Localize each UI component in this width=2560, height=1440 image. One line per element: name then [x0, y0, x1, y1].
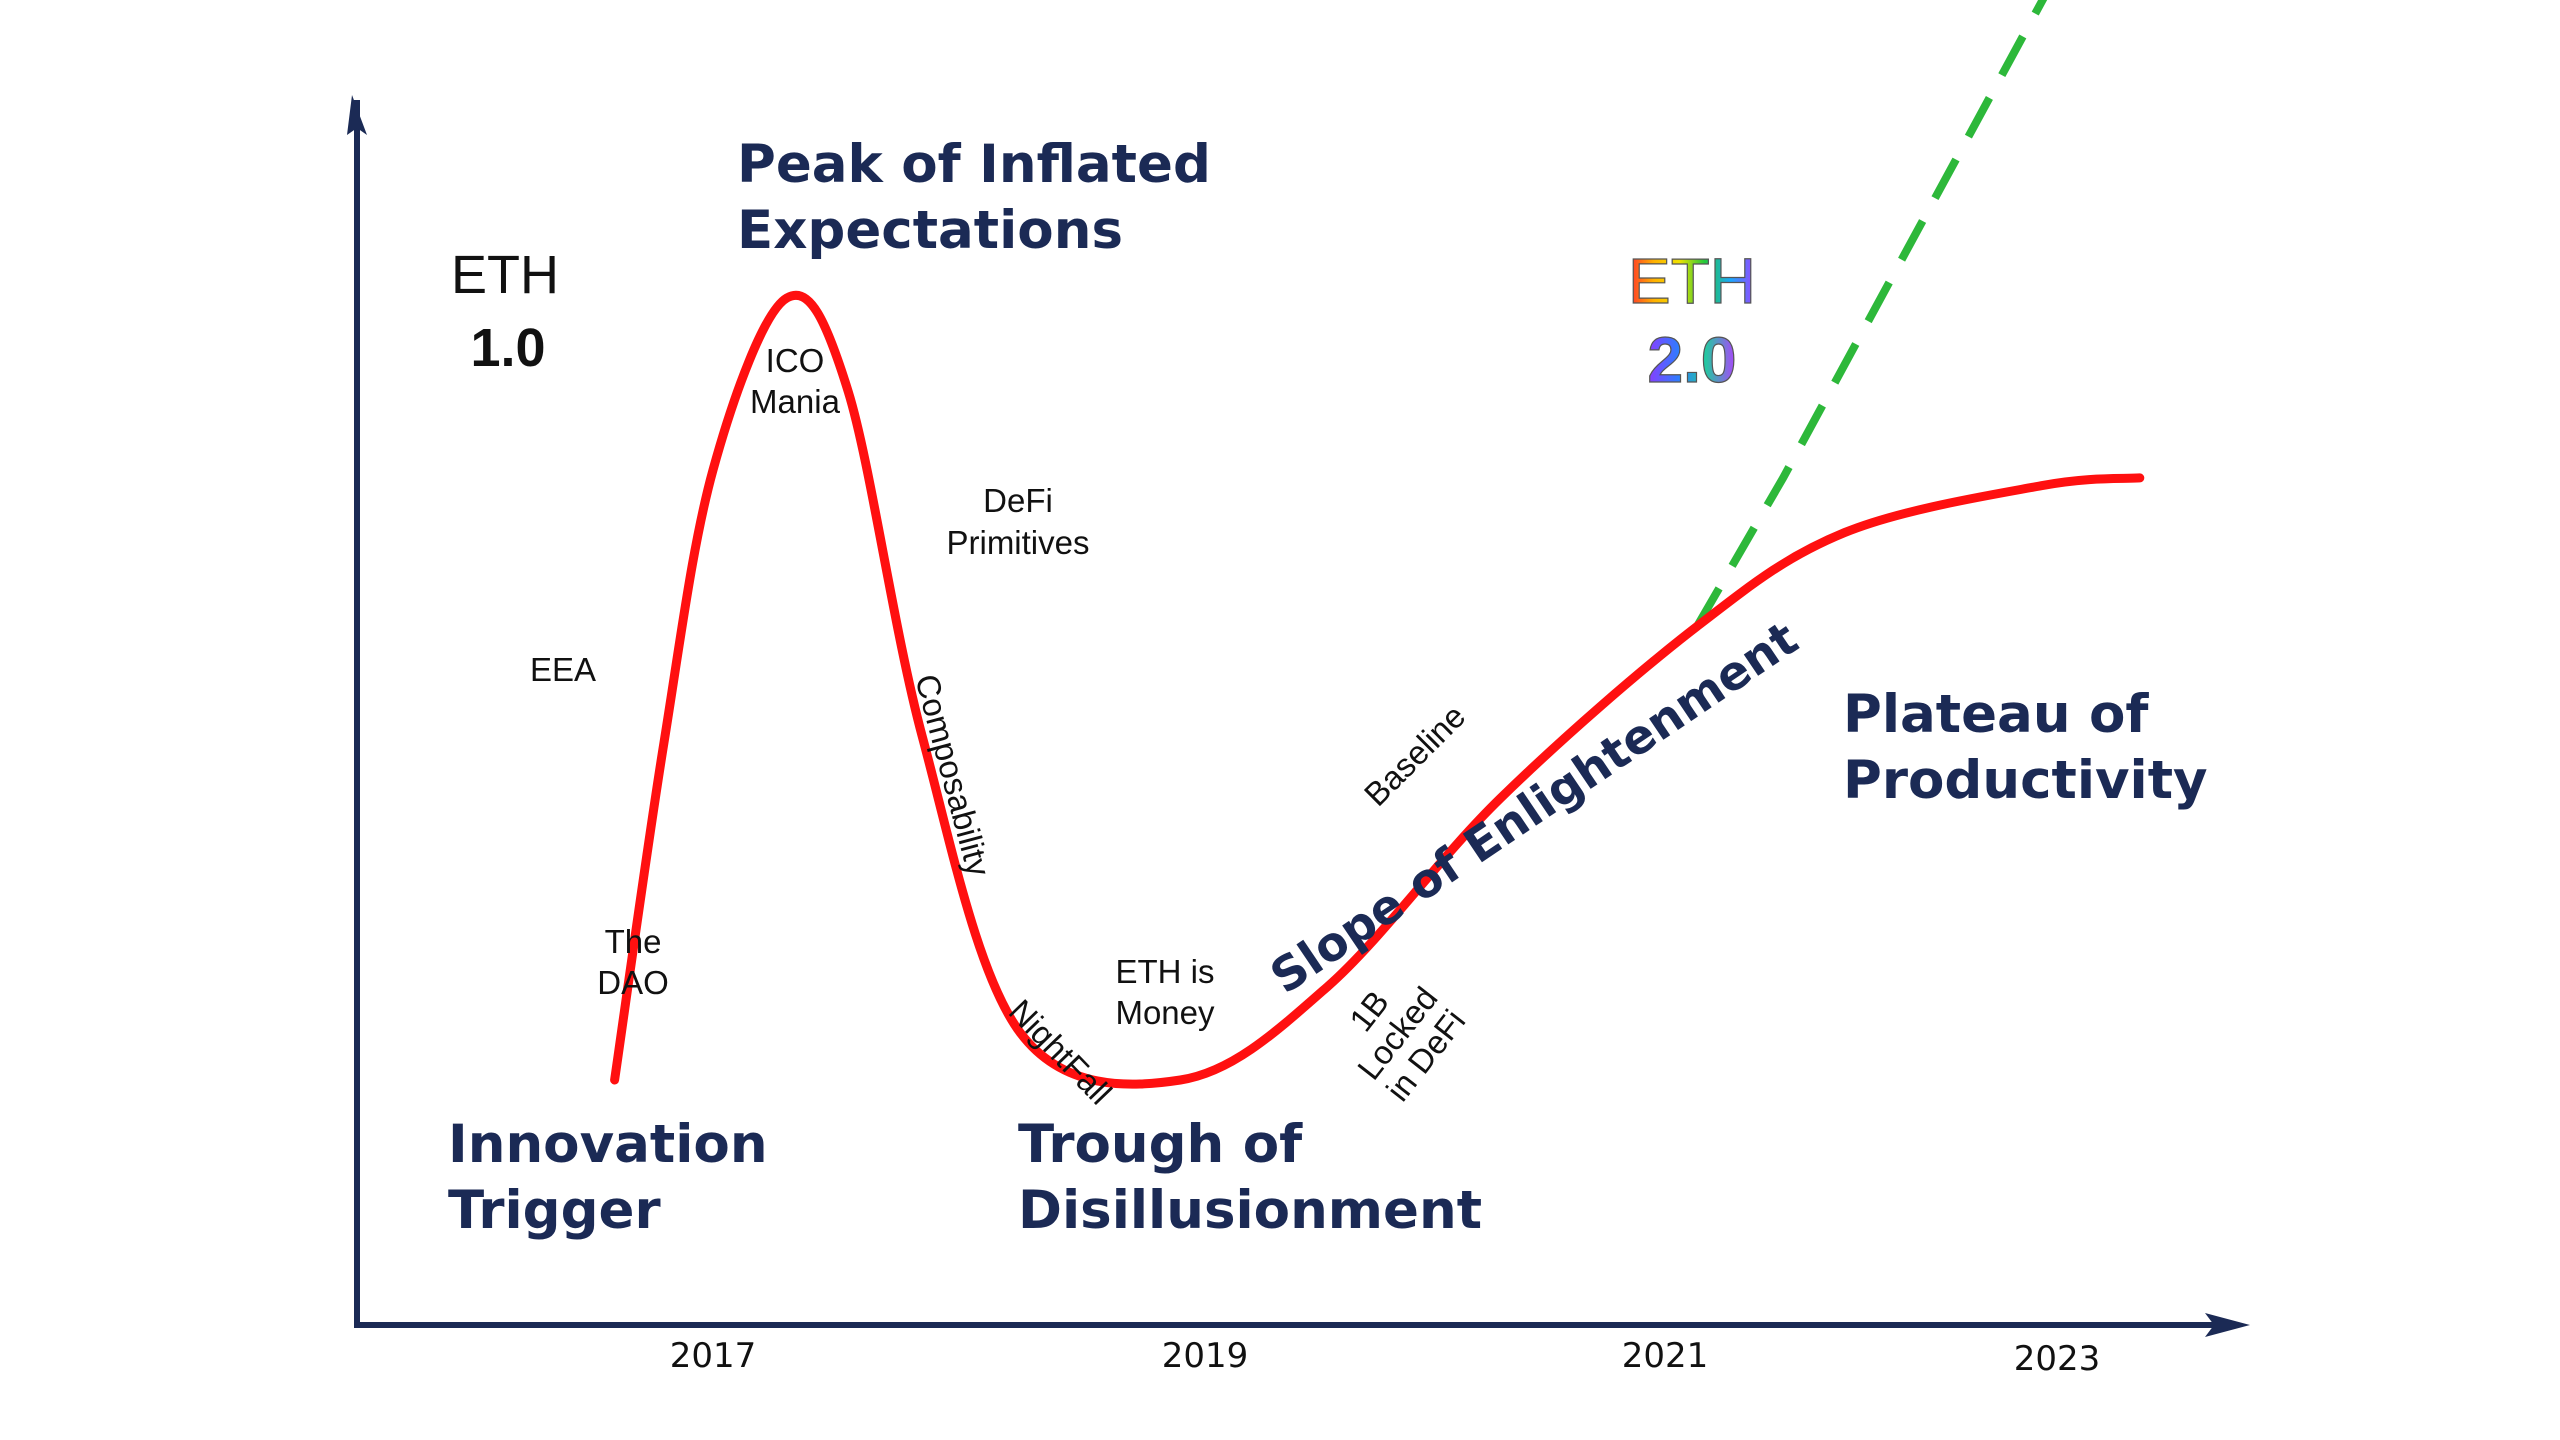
phase-label-line: Expectations — [737, 200, 1123, 261]
annotation-eth-is-money: ETH is Money — [1115, 953, 1215, 1031]
phase-label-line: Plateau of — [1843, 684, 2149, 745]
eth1-label-line: ETH — [451, 245, 559, 305]
x-tick-label: 2019 — [1162, 1336, 1249, 1376]
phase-label-line: Peak of Inflated — [737, 134, 1211, 195]
annotation-1b-locked-in-defi: 1B Locked in DeFi — [1342, 980, 1472, 1108]
eth2-label-line: ETH — [1628, 245, 1756, 317]
annotation-defi-primitives: DeFi Primitives — [946, 482, 1089, 561]
phase-slope-of-enlightenment: Slope of Enlightenment — [1261, 611, 1808, 1005]
eth1-label-line: 1.0 — [470, 318, 545, 378]
annotation-line: ICO — [766, 342, 825, 379]
x-tick-label: 2021 — [1622, 1336, 1709, 1376]
axes — [347, 95, 2250, 1337]
phase-trough-of-disillusionment: Trough of Disillusionment — [1018, 1114, 1482, 1241]
x-axis-arrowhead — [2205, 1313, 2250, 1337]
phase-plateau-of-productivity: Plateau of Productivity — [1843, 684, 2208, 811]
annotation-line: Mania — [750, 383, 841, 420]
x-tick-label: 2017 — [670, 1336, 757, 1376]
phase-label-line: Innovation — [448, 1114, 768, 1175]
y-axis-arrowhead — [347, 95, 367, 135]
annotation-the-dao: The DAO — [597, 923, 669, 1001]
series-line-hype-curve — [610, 290, 2145, 1089]
series-line-eth2-projection — [1693, 0, 2048, 629]
phase-innovation-trigger: Innovation Trigger — [448, 1114, 768, 1241]
annotation-line: Money — [1115, 994, 1215, 1031]
eth2-label-line: 2.0 — [1648, 324, 1737, 396]
annotation-line: DeFi — [983, 482, 1053, 519]
phase-label-line: Trough of — [1018, 1114, 1303, 1175]
phase-peak-of-inflated-expectations: Peak of Inflated Expectations — [737, 134, 1211, 261]
phase-label-line: Trigger — [448, 1180, 661, 1241]
annotation-baseline: Baseline — [1357, 697, 1473, 813]
x-tick-label: 2023 — [2014, 1339, 2101, 1379]
annotation-ico-mania: ICO Mania — [750, 342, 841, 420]
annotation-line: The — [605, 923, 662, 960]
x-tick-labels: 2017 2019 2021 2023 — [670, 1336, 2101, 1379]
phase-label-line: Disillusionment — [1018, 1180, 1482, 1241]
annotation-eea: EEA — [530, 651, 596, 688]
phase-label-line: Productivity — [1843, 750, 2208, 811]
eth2-label: ETH 2.0 — [1627, 244, 1756, 396]
annotation-nightfall: NightFall — [1002, 992, 1119, 1111]
annotation-line: DAO — [597, 964, 669, 1001]
annotation-line: ETH is — [1116, 953, 1215, 990]
annotation-line: Primitives — [946, 524, 1089, 561]
eth1-label: ETH 1.0 — [451, 245, 559, 378]
